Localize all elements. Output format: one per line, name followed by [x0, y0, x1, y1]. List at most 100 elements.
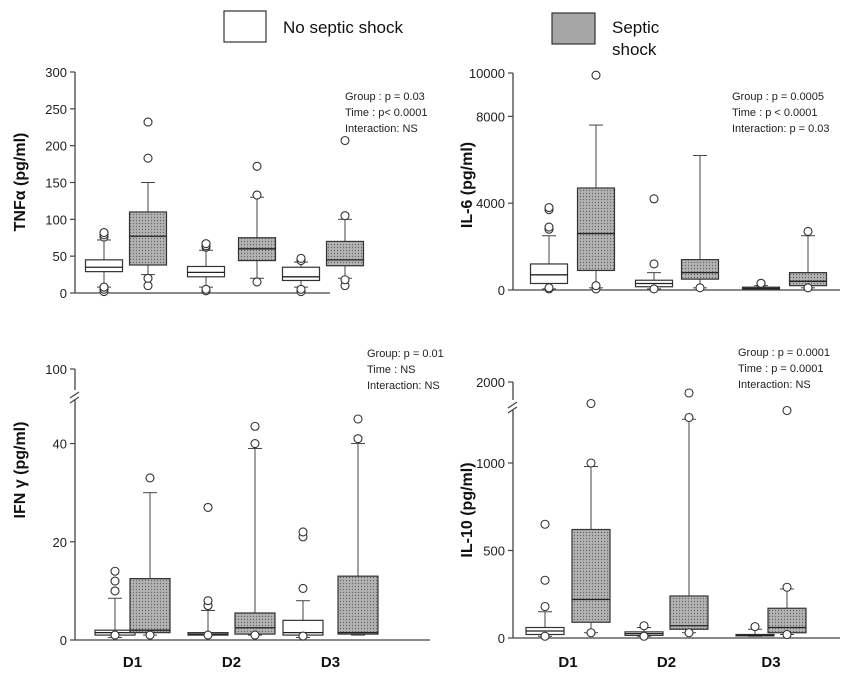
outlier-point [750, 622, 760, 632]
outlier-point [340, 135, 350, 146]
outlier-point [203, 630, 213, 640]
outlier-point [203, 502, 213, 512]
outlier-point [353, 414, 363, 424]
y-tick-label: 300 [45, 65, 67, 80]
box-no-shock-D1 [529, 202, 569, 294]
x-category-label-D3: D3 [761, 654, 780, 671]
stat-line-3: Interaction: p = 0.03 [732, 123, 830, 135]
y-tick-label: 0 [60, 286, 67, 301]
box-body [128, 211, 168, 266]
stat-line-2: Time : p< 0.0001 [345, 107, 427, 119]
y-tick-label: 8000 [476, 109, 505, 124]
stat-line-1: Group : p = 0.03 [345, 91, 425, 103]
outlier-point [540, 575, 550, 585]
axis-break-mark [507, 401, 518, 414]
outlier-point [252, 190, 262, 200]
outlier-point [803, 283, 813, 293]
outlier-point [340, 275, 350, 285]
outlier-point [110, 576, 120, 586]
outlier-point [649, 259, 659, 269]
box-shock-D1 [128, 117, 168, 291]
box-shock-D3 [325, 135, 365, 291]
legend-label-no-shock: No septic shock [283, 18, 403, 37]
box-shock-D2 [234, 421, 276, 640]
box-no-shock-D1 [525, 519, 565, 641]
outlier-point [684, 628, 694, 638]
box-no-shock-D2 [186, 239, 226, 296]
panel-3: 100 0 20 40 IFN γ (pg/ml) Group: p = 0.01 Time… [12, 348, 444, 671]
outlier-point [143, 153, 153, 163]
outlier-point [145, 473, 155, 483]
outlier-point [250, 439, 260, 449]
box-body [129, 578, 171, 634]
y-tick-label-break: 100 [45, 362, 67, 377]
stat-line-1: Group: p = 0.01 [367, 348, 444, 360]
box-shock-D1 [571, 398, 611, 638]
outlier-point [591, 281, 601, 291]
x-category-label-D2: D2 [657, 654, 676, 671]
y-axis-label: IL-6 (pg/ml) [459, 142, 476, 228]
stat-line-2: Time : NS [367, 364, 416, 376]
box-body [325, 240, 365, 267]
outlier-point [250, 630, 260, 640]
legend-label-shock-line2: shock [612, 40, 657, 59]
outlier-point [99, 228, 109, 238]
outlier-point [110, 566, 120, 576]
stat-line-1: Group : p = 0.0001 [738, 347, 830, 359]
y-tick-label: 250 [45, 102, 67, 117]
outlier-point [143, 117, 153, 127]
y-tick-label: 10000 [469, 66, 505, 81]
y-tick-label: 100 [45, 212, 67, 227]
outlier-point [540, 631, 550, 641]
y-tick-label: 0 [60, 633, 67, 648]
outlier-point [110, 586, 120, 596]
y-tick-label-break: 2000 [476, 375, 505, 390]
outlier-point [143, 281, 153, 291]
legend-label-shock: Septic [612, 18, 660, 37]
outlier-point [252, 277, 262, 287]
stat-line-2: Time : p < 0.0001 [732, 107, 818, 119]
box-shock-D3 [337, 414, 379, 636]
box-shock-D3 [788, 226, 828, 293]
outlier-point [782, 629, 792, 640]
outlier-point [695, 283, 705, 293]
outlier-point [353, 434, 363, 444]
box-body [576, 187, 616, 272]
outlier-point [298, 631, 308, 641]
y-tick-label: 0 [498, 283, 505, 298]
box-shock-D1 [576, 70, 616, 294]
stat-line-2: Time : p = 0.0001 [738, 363, 824, 375]
box-no-shock-D3 [741, 278, 781, 291]
box-no-shock-D3 [282, 527, 324, 641]
legend-swatch-no-shock [223, 10, 267, 43]
outlier-point [639, 621, 649, 631]
outlier-point [639, 631, 649, 641]
outlier-point [591, 70, 601, 80]
outlier-point [201, 239, 211, 249]
y-tick-label: 150 [45, 176, 67, 191]
outlier-point [782, 405, 792, 416]
outlier-point [684, 388, 694, 398]
y-axis-label: IFN γ (pg/ml) [12, 422, 29, 519]
box-shock-D3 [767, 405, 807, 640]
y-axis-label: TNFα (pg/ml) [12, 133, 29, 232]
box-shock-D2 [237, 161, 277, 287]
outlier-point [110, 630, 120, 640]
outlier-point [649, 284, 659, 294]
y-tick-label: 50 [53, 249, 67, 264]
outlier-point [544, 283, 554, 293]
outlier-point [540, 519, 550, 529]
box-no-shock-D3 [281, 253, 321, 297]
panel-1: 0 50 100 150 200 250 300 TNFα (pg/ml) Group : p … [12, 65, 427, 301]
box-no-shock-D1 [84, 228, 124, 297]
box-shock-D1 [129, 473, 171, 640]
box-no-shock-D3 [735, 622, 775, 637]
outlier-point [586, 398, 596, 409]
outlier-point [586, 628, 596, 638]
box-body [767, 607, 807, 634]
box-no-shock-D2 [187, 502, 229, 640]
x-category-label-D3: D3 [321, 654, 340, 671]
box-body [337, 575, 379, 635]
